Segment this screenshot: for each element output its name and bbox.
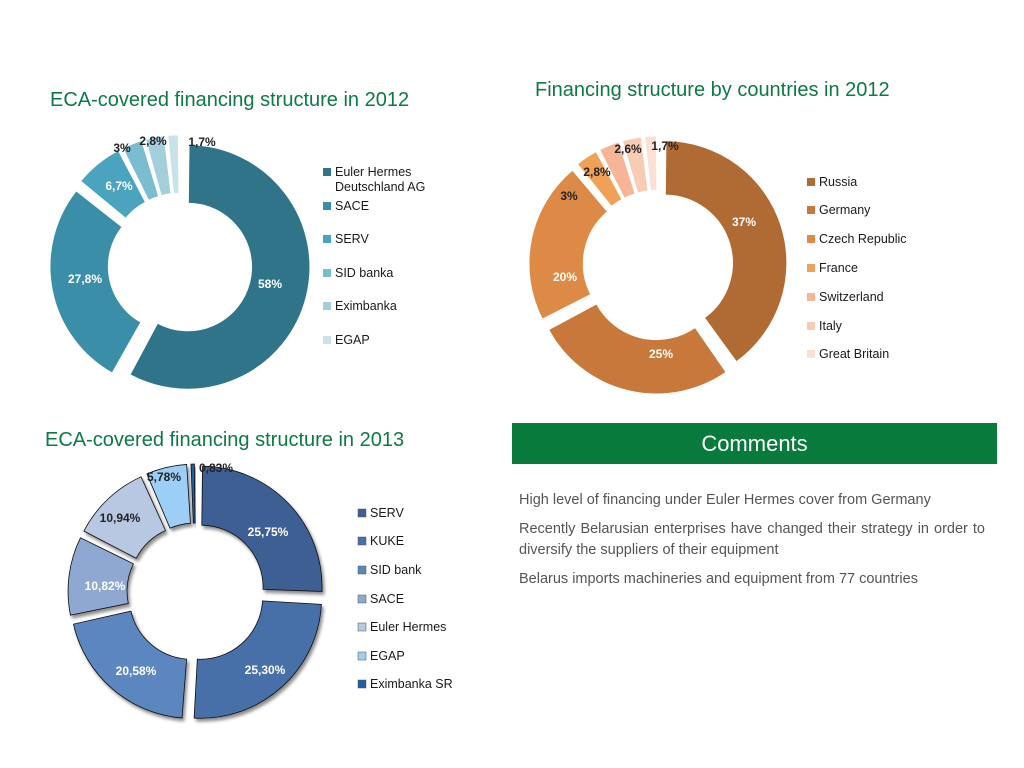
legend-swatch <box>323 202 331 210</box>
legend-label: SID bank <box>370 563 422 577</box>
chart1-title: ECA-covered financing structure in 2012 <box>50 89 410 111</box>
legend-label: SERV <box>335 232 369 246</box>
legend-swatch <box>357 536 367 546</box>
legend-swatch <box>357 651 367 661</box>
legend-label: Great Britain <box>819 347 889 361</box>
data-label: 6,7% <box>105 179 133 193</box>
slice-eximbanka <box>145 135 172 196</box>
slice-czech-republic <box>528 169 608 320</box>
legend-swatch <box>807 235 815 243</box>
legend-swatch <box>323 302 331 310</box>
legend-label: France <box>819 261 858 275</box>
data-label: 2,8% <box>139 134 167 148</box>
legend-label: Eximbanka SR <box>370 677 453 691</box>
slice-eximbanka-sr <box>190 463 196 524</box>
legend-label: SACE <box>335 199 369 213</box>
slice-sid-bank <box>72 610 188 719</box>
data-label: 10,94% <box>100 511 141 525</box>
legend-swatch <box>807 178 815 186</box>
legend-label: Switzerland <box>819 290 884 304</box>
slice-sace <box>49 190 142 374</box>
data-label: 3% <box>113 141 131 155</box>
legend-label: SERV <box>370 506 404 520</box>
slice-switzerland <box>599 141 636 199</box>
legend-label: EGAP <box>370 649 405 663</box>
data-label: 0,83% <box>199 461 233 475</box>
data-label: 25,30% <box>245 663 286 677</box>
data-label: 25,75% <box>248 525 289 539</box>
data-label: 3% <box>560 189 578 203</box>
legend-label: Eximbanka <box>335 299 397 313</box>
legend-label: Euler Hermes <box>370 620 446 634</box>
legend-label-cont: Deutschland AG <box>335 180 425 194</box>
slice-serv <box>201 465 323 592</box>
legend-label: Czech Republic <box>819 232 907 246</box>
chart2-title: Financing structure by countries in 2012 <box>535 79 890 101</box>
slice-italy <box>622 136 649 194</box>
donut-chart-2: 37% 25% 20% 3% 2,8%2,6% 1,7% Russia Germany Czec… <box>528 135 907 395</box>
legend-swatch <box>807 264 815 272</box>
donut-chart-1: 58% 27,8% 6,7% 3% 2,8% 1,7% Euler HermesDeutsc… <box>49 134 425 390</box>
data-label: 25% <box>649 347 673 361</box>
slice-sace <box>67 537 134 616</box>
legend-label: Germany <box>819 203 871 217</box>
legend-label: Russia <box>819 175 857 189</box>
slice-euler-hermes <box>83 476 167 559</box>
legend-swatch <box>323 168 331 176</box>
legend-swatch <box>357 594 367 604</box>
comment-2: Recently Belarusian enterprises have cha… <box>519 521 985 558</box>
slice-euler-hermes-deutschland-ag <box>129 144 311 390</box>
comment-3: Belarus imports machineries and equipmen… <box>519 571 918 587</box>
slice-kuke <box>193 600 322 719</box>
legend-label: SID banka <box>335 266 393 280</box>
slice-germany <box>548 303 727 395</box>
comments-body: High level of financing under Euler Herm… <box>519 490 985 598</box>
legend-label: Italy <box>819 319 843 333</box>
data-label: 1,7% <box>188 135 216 149</box>
data-label: 27,8% <box>68 272 102 286</box>
legend-label: KUKE <box>370 534 404 548</box>
data-label: 58% <box>258 277 282 291</box>
chart3-title: ECA-covered financing structure in 2013 <box>45 429 405 451</box>
data-label: 20,58% <box>116 664 157 678</box>
legend-swatch <box>323 336 331 344</box>
comments-heading: Comments <box>512 423 997 464</box>
data-label: 2,8% <box>583 165 611 179</box>
slice-egap <box>167 134 180 194</box>
slice-russia <box>665 140 787 362</box>
slice-egap <box>146 464 191 529</box>
legend-swatch <box>807 350 815 358</box>
data-label: 10,82% <box>85 579 126 593</box>
donut-chart-3: 25,75% 25,30% 20,58% 10,82% 10,94% 5,78% 0,83%… <box>67 461 453 719</box>
legend-swatch <box>357 508 367 518</box>
legend-label: SACE <box>370 592 404 606</box>
data-label: 2,6% <box>614 142 642 156</box>
slice-great-britain <box>644 135 658 191</box>
legend-swatch <box>807 293 815 301</box>
slice-serv <box>80 150 146 219</box>
data-label: 20% <box>553 270 577 284</box>
legend-swatch <box>807 322 815 330</box>
slice-sid-banka <box>122 140 159 201</box>
legend-label: Euler Hermes <box>335 165 411 179</box>
legend-swatch <box>807 206 815 214</box>
legend-swatch <box>357 565 367 575</box>
legend-swatch <box>323 269 331 277</box>
data-label: 5,78% <box>147 470 181 484</box>
legend-swatch <box>323 235 331 243</box>
data-label: 1,7% <box>651 139 679 153</box>
legend-label: EGAP <box>335 333 370 347</box>
data-label: 37% <box>732 215 756 229</box>
legend-swatch <box>357 622 367 632</box>
comment-1: High level of financing under Euler Herm… <box>519 492 931 508</box>
slice-france <box>577 151 623 207</box>
legend-swatch <box>357 679 367 689</box>
